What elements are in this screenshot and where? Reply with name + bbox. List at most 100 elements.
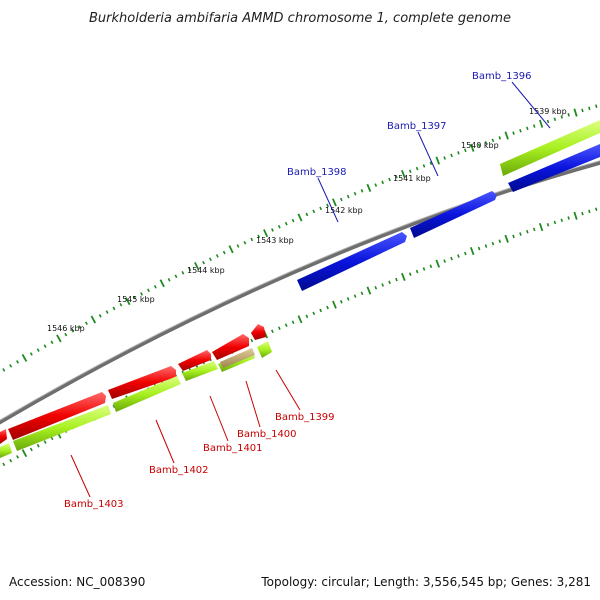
reverse-gene-Bamb_1401[interactable] xyxy=(178,350,211,371)
outer-ruler-minor-tick xyxy=(374,183,378,187)
outer-ruler-minor-tick xyxy=(422,164,426,168)
gene-label-Bamb_1398: Bamb_1398 xyxy=(287,167,347,178)
outer-ruler-minor-tick xyxy=(146,288,150,293)
outer-ruler-major-tick xyxy=(332,198,337,207)
inner-ruler-major-tick xyxy=(573,211,578,220)
inner-ruler-minor-tick xyxy=(271,329,274,334)
leader-Bamb_1399 xyxy=(275,369,301,411)
outer-ruler-minor-tick xyxy=(78,325,82,329)
tick-label-1545: 1545 kbp xyxy=(117,295,155,304)
inner-ruler-major-tick xyxy=(21,449,28,458)
inner-ruler-minor-tick xyxy=(526,229,529,234)
inner-ruler-minor-tick xyxy=(305,314,309,319)
inner-ruler-major-tick xyxy=(297,315,303,324)
leader-Bamb_1398 xyxy=(317,177,339,223)
outer-ruler-major-tick xyxy=(228,245,234,254)
inner-tick-ruler xyxy=(2,207,598,467)
outer-ruler-minor-tick xyxy=(215,254,219,258)
inner-ruler-minor-tick xyxy=(581,211,584,216)
outer-ruler-minor-tick xyxy=(381,180,385,185)
chromosome-backbone xyxy=(0,160,600,425)
tick-label-1544: 1544 kbp xyxy=(187,266,225,275)
outer-ruler-major-tick xyxy=(401,169,406,179)
outer-ruler-major-tick xyxy=(435,156,441,165)
reverse-gene-Bamb_1399[interactable] xyxy=(251,324,266,340)
outer-ruler-major-tick xyxy=(263,229,269,238)
gene-label-Bamb_1396: Bamb_1396 xyxy=(472,71,532,82)
outer-ruler-minor-tick xyxy=(388,177,391,182)
cds-band-Bamb_1396 xyxy=(500,120,600,176)
outer-ruler-major-tick xyxy=(366,183,372,192)
outer-ruler-minor-tick xyxy=(429,161,433,166)
outer-ruler-minor-tick xyxy=(519,128,522,133)
inner-ruler-minor-tick xyxy=(408,272,412,276)
outer-ruler-minor-tick xyxy=(408,169,412,174)
outer-ruler-minor-tick xyxy=(71,329,75,333)
inner-ruler-minor-tick xyxy=(588,209,591,214)
inner-ruler-minor-tick xyxy=(346,297,350,301)
outer-ruler-minor-tick xyxy=(36,348,40,352)
outer-ruler-minor-tick xyxy=(50,340,54,345)
inner-ruler-minor-tick xyxy=(395,277,398,282)
forward-gene-Bamb_1396[interactable] xyxy=(508,144,600,192)
inner-ruler-minor-tick xyxy=(498,239,502,243)
outer-ruler-minor-tick xyxy=(84,321,88,326)
outer-ruler-minor-tick xyxy=(443,156,446,160)
outer-ruler-minor-tick xyxy=(243,240,247,245)
outer-ruler-minor-tick xyxy=(105,310,109,314)
inner-ruler-minor-tick xyxy=(2,462,6,467)
reverse-gene-Bamb_1400[interactable] xyxy=(212,334,249,360)
reverse-gene-Bamb_1402[interactable] xyxy=(108,366,176,399)
inner-ruler-minor-tick xyxy=(374,285,378,290)
outer-ruler-major-tick xyxy=(159,279,165,288)
inner-ruler-major-tick xyxy=(504,234,509,243)
outer-ruler-minor-tick xyxy=(181,271,185,275)
outer-ruler-minor-tick xyxy=(43,344,47,348)
inner-ruler-minor-tick xyxy=(381,283,385,287)
outer-ruler-major-tick xyxy=(573,108,578,117)
outer-ruler-major-tick xyxy=(125,297,131,306)
inner-ruler-minor-tick xyxy=(277,326,281,331)
inner-ruler-minor-tick xyxy=(532,227,536,232)
inner-ruler-minor-tick xyxy=(553,220,557,225)
inner-ruler-minor-tick xyxy=(388,280,391,285)
gene-label-Bamb_1401: Bamb_1401 xyxy=(203,443,263,454)
outer-ruler-major-tick xyxy=(504,131,509,140)
inner-ruler-minor-tick xyxy=(491,241,495,246)
reverse-gene-Bamb_1403[interactable] xyxy=(8,392,106,440)
outer-ruler-major-tick xyxy=(297,213,303,222)
inner-ruler-major-tick xyxy=(366,286,372,295)
outer-ruler-minor-tick xyxy=(271,228,274,232)
outer-ruler-minor-tick xyxy=(567,113,570,117)
outer-ruler-minor-tick xyxy=(188,267,192,272)
outer-ruler-minor-tick xyxy=(2,368,6,372)
map-title: Burkholderia ambifaria AMMD chromosome 1… xyxy=(89,11,511,26)
outer-ruler-minor-tick xyxy=(498,136,502,140)
outer-ruler-minor-tick xyxy=(257,234,261,239)
inner-ruler-minor-tick xyxy=(464,251,467,256)
inner-ruler-minor-tick xyxy=(484,244,488,248)
inner-ruler-minor-tick xyxy=(339,300,343,304)
gene-label-Bamb_1400: Bamb_1400 xyxy=(237,429,297,440)
inner-ruler-minor-tick xyxy=(36,443,40,448)
outer-ruler-minor-tick xyxy=(312,209,316,214)
tick-label-1540: 1540 kbp xyxy=(461,141,499,150)
outer-ruler-minor-tick xyxy=(153,285,157,289)
gene-label-Bamb_1399: Bamb_1399 xyxy=(275,412,335,423)
outer-ruler-minor-tick xyxy=(346,194,350,199)
outer-ruler-major-tick xyxy=(56,334,62,343)
outer-ruler-minor-tick xyxy=(560,115,564,119)
forward-gene-Bamb_1398[interactable] xyxy=(297,232,407,291)
forward-gene-Bamb_1397[interactable] xyxy=(410,191,497,238)
inner-ruler-minor-tick xyxy=(477,246,481,251)
reverse-gene-fragment[interactable] xyxy=(0,429,7,444)
outer-ruler-minor-tick xyxy=(209,257,212,262)
inner-ruler-minor-tick xyxy=(422,267,426,271)
outer-ruler-minor-tick xyxy=(174,274,178,279)
outer-ruler-minor-tick xyxy=(305,212,309,217)
inner-ruler-major-tick xyxy=(470,246,475,256)
inner-ruler-minor-tick xyxy=(567,216,570,220)
tick-label-1541: 1541 kbp xyxy=(393,174,431,183)
outer-ruler-minor-tick xyxy=(581,108,584,113)
outer-ruler-minor-tick xyxy=(464,148,467,153)
